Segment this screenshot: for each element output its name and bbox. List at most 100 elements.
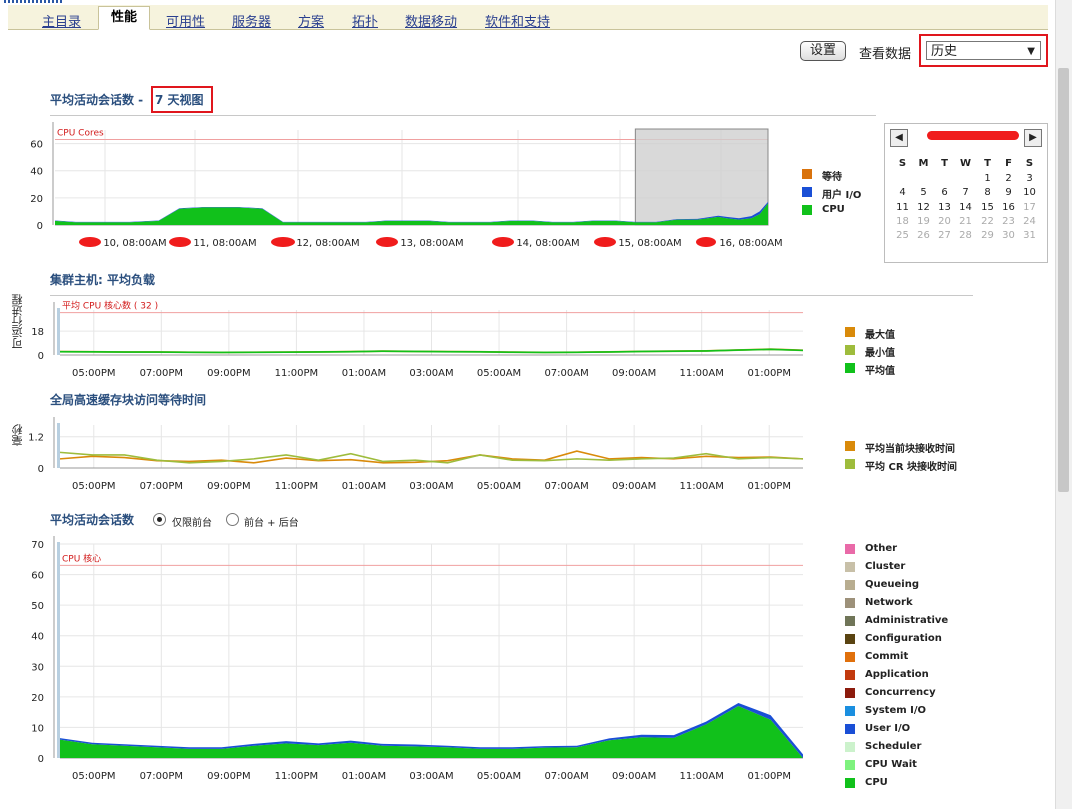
calendar-day[interactable]: 22	[981, 215, 994, 227]
x-tick-label: 11:00PM	[275, 481, 318, 492]
calendar-day[interactable]: 25	[896, 230, 909, 242]
y-axis-strip	[57, 423, 60, 468]
time-selection-window	[634, 128, 769, 226]
calendar-day[interactable]: 19	[917, 215, 930, 227]
x-tick-label: 07:00AM	[544, 368, 588, 379]
reference-line-label: CPU 核心	[62, 552, 101, 564]
calendar-day[interactable]: 29	[981, 230, 994, 242]
reference-line-label: 平均 CPU 核心数 ( 32 )	[62, 300, 158, 312]
legend-swatch	[802, 187, 812, 197]
tab-home[interactable]: 主目录	[42, 15, 82, 30]
legend-label: Scheduler	[865, 741, 922, 752]
calendar-day[interactable]: 9	[1005, 187, 1012, 199]
calendar-day[interactable]: 21	[959, 215, 972, 227]
foreground-background-label: 前台 + 后台	[244, 518, 299, 529]
x-tick-label: 07:00PM	[140, 481, 183, 492]
x-tick-label: 01:00AM	[342, 771, 386, 782]
calendar-day[interactable]: 20	[938, 215, 951, 227]
calendar-day[interactable]: 26	[917, 230, 930, 242]
calendar-day[interactable]: 2	[1005, 173, 1012, 184]
legend-label: Concurrency	[865, 687, 936, 698]
calendar-day[interactable]: 27	[938, 230, 951, 242]
legend-label: User I/O	[865, 723, 911, 734]
x-tick-label: 09:00AM	[612, 771, 656, 782]
calendar-day[interactable]: 1	[984, 173, 991, 184]
calendar-day[interactable]: 10	[1023, 187, 1036, 199]
calendar-day[interactable]: 6	[941, 187, 948, 199]
calendar-day[interactable]: 17	[1023, 201, 1036, 213]
y-tick-label: 0	[37, 221, 43, 232]
x-tick-label: 15, 08:00AM	[618, 238, 681, 249]
calendar-widget: ◀ ▶ S M T W T F S 1 2 3 4 5 6 7 8 9 10 11 12 13 14 15 16 17 18 19…	[884, 123, 1048, 263]
scrollbar-thumb[interactable]	[1058, 68, 1069, 492]
legend-swatch	[845, 670, 855, 680]
legend-swatch	[845, 459, 855, 469]
calendar-day[interactable]: 3	[1026, 173, 1033, 184]
calendar-weekday-header: M	[918, 158, 929, 169]
legend-label: Queueing	[865, 579, 920, 590]
settings-button[interactable]: 设置	[800, 41, 846, 61]
calendar-day[interactable]: 8	[984, 187, 991, 199]
legend-label: CPU	[865, 777, 888, 788]
calendar-day[interactable]: 31	[1023, 230, 1036, 242]
calendar-day[interactable]: 18	[896, 215, 909, 227]
section2-title: 集群主机: 平均负载	[50, 273, 155, 287]
tab-availability[interactable]: 可用性	[166, 15, 206, 30]
tab-servers[interactable]: 服务器	[232, 15, 272, 30]
legend-swatch	[845, 363, 855, 373]
view-data-highlight: 历史 ▼	[919, 34, 1048, 67]
legend-swatch	[845, 562, 855, 572]
calendar-day[interactable]: 13	[938, 201, 951, 213]
tab-topology[interactable]: 拓扑	[352, 15, 379, 30]
legend-label: 等待	[822, 172, 842, 183]
calendar-day[interactable]: 4	[899, 187, 906, 199]
vertical-scrollbar[interactable]	[1055, 0, 1072, 809]
tab-schema[interactable]: 方案	[298, 15, 325, 30]
seven-day-view-link[interactable]: 7 天视图	[155, 93, 204, 107]
y-tick-label: 0	[38, 351, 44, 362]
reference-line-label: CPU Cores	[57, 129, 104, 139]
calendar-day[interactable]: 11	[896, 201, 909, 213]
area-series--i-o	[55, 201, 768, 223]
x-tick-label: 11:00AM	[680, 771, 724, 782]
x-tick-label: 13, 08:00AM	[400, 238, 463, 249]
top-strip-dots	[4, 0, 64, 3]
legend-swatch	[845, 598, 855, 608]
calendar-day[interactable]: 24	[1023, 215, 1036, 227]
view-data-label: 查看数据	[859, 47, 912, 62]
calendar-weekday-header: S	[1025, 158, 1034, 169]
calendar-next-button[interactable]: ▶	[1024, 129, 1042, 147]
y-axis-strip	[57, 308, 60, 355]
calendar-prev-button[interactable]: ◀	[890, 129, 908, 147]
legend-swatch	[845, 327, 855, 337]
tab-performance[interactable]: 性能	[98, 6, 151, 30]
x-tick-label: 05:00AM	[477, 771, 521, 782]
legend-swatch	[845, 345, 855, 355]
foreground-only-radio[interactable]	[153, 513, 166, 526]
section2-rule	[50, 295, 973, 296]
x-tick-label: 12, 08:00AM	[296, 238, 359, 249]
calendar-day[interactable]: 5	[920, 187, 927, 199]
calendar-day[interactable]: 14	[959, 201, 972, 213]
y-tick-label: 60	[30, 140, 43, 151]
legend-swatch	[845, 742, 855, 752]
calendar-day[interactable]: 28	[959, 230, 972, 242]
calendar-day[interactable]: 12	[917, 201, 930, 213]
tab-data-movement[interactable]: 数据移动	[405, 15, 458, 30]
section3-title: 全局高速缓存块访问等待时间	[50, 393, 207, 407]
view-data-select[interactable]: 历史 ▼	[926, 41, 1041, 60]
calendar-day[interactable]: 30	[1002, 230, 1015, 242]
tab-software-support[interactable]: 软件和支持	[485, 15, 551, 30]
calendar-day[interactable]: 23	[1002, 215, 1015, 227]
calendar-day[interactable]: 7	[962, 187, 969, 199]
y-tick-label: 70	[31, 540, 44, 551]
area-series-cpu	[55, 203, 768, 225]
redacted-date	[696, 237, 716, 247]
x-tick-label: 01:00PM	[747, 771, 790, 782]
top-strip	[0, 0, 1056, 5]
y-tick-label: 40	[30, 167, 43, 178]
calendar-day[interactable]: 16	[1002, 201, 1015, 213]
foreground-background-radio[interactable]	[226, 513, 239, 526]
calendar-day[interactable]: 15	[981, 201, 994, 213]
